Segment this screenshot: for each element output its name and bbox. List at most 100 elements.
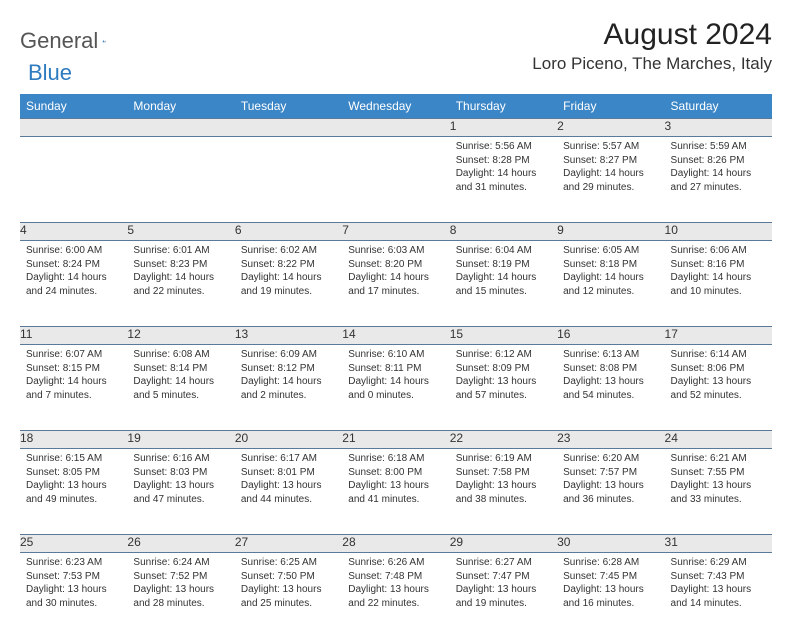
day-cell: Sunrise: 5:59 AMSunset: 8:26 PMDaylight:… <box>665 137 772 223</box>
day-number: 20 <box>235 431 342 449</box>
daylight-text: Daylight: 13 hours and 28 minutes. <box>133 583 228 610</box>
sunset-text: Sunset: 8:27 PM <box>563 154 658 168</box>
day-cell <box>235 137 342 223</box>
day-cell: Sunrise: 6:17 AMSunset: 8:01 PMDaylight:… <box>235 449 342 535</box>
day-cell: Sunrise: 6:27 AMSunset: 7:47 PMDaylight:… <box>450 553 557 639</box>
day-cell: Sunrise: 6:10 AMSunset: 8:11 PMDaylight:… <box>342 345 449 431</box>
day-cell: Sunrise: 6:07 AMSunset: 8:15 PMDaylight:… <box>20 345 127 431</box>
day-cell: Sunrise: 6:25 AMSunset: 7:50 PMDaylight:… <box>235 553 342 639</box>
sunset-text: Sunset: 8:22 PM <box>241 258 336 272</box>
sunset-text: Sunset: 7:57 PM <box>563 466 658 480</box>
daylight-text: Daylight: 14 hours and 10 minutes. <box>671 271 766 298</box>
day-cell: Sunrise: 6:01 AMSunset: 8:23 PMDaylight:… <box>127 241 234 327</box>
daylight-text: Daylight: 14 hours and 22 minutes. <box>133 271 228 298</box>
daylight-text: Daylight: 14 hours and 24 minutes. <box>26 271 121 298</box>
daylight-text: Daylight: 14 hours and 2 minutes. <box>241 375 336 402</box>
day-cell <box>342 137 449 223</box>
day-number: 14 <box>342 327 449 345</box>
daylight-text: Daylight: 13 hours and 16 minutes. <box>563 583 658 610</box>
sunset-text: Sunset: 8:11 PM <box>348 362 443 376</box>
sunset-text: Sunset: 7:47 PM <box>456 570 551 584</box>
day-number: 21 <box>342 431 449 449</box>
day-cell: Sunrise: 6:28 AMSunset: 7:45 PMDaylight:… <box>557 553 664 639</box>
sunset-text: Sunset: 8:09 PM <box>456 362 551 376</box>
sunset-text: Sunset: 7:58 PM <box>456 466 551 480</box>
daylight-text: Daylight: 13 hours and 41 minutes. <box>348 479 443 506</box>
day-number: 27 <box>235 535 342 553</box>
day-content-row: Sunrise: 6:07 AMSunset: 8:15 PMDaylight:… <box>20 345 772 431</box>
daylight-text: Daylight: 14 hours and 7 minutes. <box>26 375 121 402</box>
day-cell: Sunrise: 6:09 AMSunset: 8:12 PMDaylight:… <box>235 345 342 431</box>
day-cell: Sunrise: 6:12 AMSunset: 8:09 PMDaylight:… <box>450 345 557 431</box>
sunset-text: Sunset: 8:23 PM <box>133 258 228 272</box>
sunrise-text: Sunrise: 5:56 AM <box>456 140 551 154</box>
daylight-text: Daylight: 13 hours and 25 minutes. <box>241 583 336 610</box>
day-number: 2 <box>557 119 664 137</box>
calendar-header-row: SundayMondayTuesdayWednesdayThursdayFrid… <box>20 94 772 119</box>
day-number <box>127 119 234 137</box>
sunrise-text: Sunrise: 6:13 AM <box>563 348 658 362</box>
sunrise-text: Sunrise: 6:03 AM <box>348 244 443 258</box>
daylight-text: Daylight: 13 hours and 19 minutes. <box>456 583 551 610</box>
sunset-text: Sunset: 7:55 PM <box>671 466 766 480</box>
day-number: 9 <box>557 223 664 241</box>
sunrise-text: Sunrise: 6:28 AM <box>563 556 658 570</box>
day-number: 31 <box>665 535 772 553</box>
daylight-text: Daylight: 13 hours and 30 minutes. <box>26 583 121 610</box>
daylight-text: Daylight: 14 hours and 29 minutes. <box>563 167 658 194</box>
day-number: 13 <box>235 327 342 345</box>
day-number-row: 11121314151617 <box>20 327 772 345</box>
sunset-text: Sunset: 7:48 PM <box>348 570 443 584</box>
day-number: 28 <box>342 535 449 553</box>
day-cell: Sunrise: 6:14 AMSunset: 8:06 PMDaylight:… <box>665 345 772 431</box>
day-number: 29 <box>450 535 557 553</box>
sunset-text: Sunset: 7:43 PM <box>671 570 766 584</box>
daylight-text: Daylight: 14 hours and 31 minutes. <box>456 167 551 194</box>
sunrise-text: Sunrise: 6:20 AM <box>563 452 658 466</box>
day-content-row: Sunrise: 6:00 AMSunset: 8:24 PMDaylight:… <box>20 241 772 327</box>
day-number: 5 <box>127 223 234 241</box>
day-content-row: Sunrise: 6:15 AMSunset: 8:05 PMDaylight:… <box>20 449 772 535</box>
daylight-text: Daylight: 14 hours and 17 minutes. <box>348 271 443 298</box>
sunset-text: Sunset: 8:00 PM <box>348 466 443 480</box>
sunrise-text: Sunrise: 6:01 AM <box>133 244 228 258</box>
day-cell: Sunrise: 6:23 AMSunset: 7:53 PMDaylight:… <box>20 553 127 639</box>
sunset-text: Sunset: 8:16 PM <box>671 258 766 272</box>
day-number: 24 <box>665 431 772 449</box>
weekday-header: Monday <box>127 94 234 119</box>
daylight-text: Daylight: 14 hours and 0 minutes. <box>348 375 443 402</box>
daylight-text: Daylight: 13 hours and 36 minutes. <box>563 479 658 506</box>
sunrise-text: Sunrise: 6:24 AM <box>133 556 228 570</box>
sunset-text: Sunset: 8:12 PM <box>241 362 336 376</box>
sunrise-text: Sunrise: 5:59 AM <box>671 140 766 154</box>
daylight-text: Daylight: 14 hours and 27 minutes. <box>671 167 766 194</box>
day-number: 7 <box>342 223 449 241</box>
day-number: 10 <box>665 223 772 241</box>
day-number: 12 <box>127 327 234 345</box>
brand-name-blue: Blue <box>28 60 72 85</box>
day-number: 11 <box>20 327 127 345</box>
daylight-text: Daylight: 13 hours and 44 minutes. <box>241 479 336 506</box>
sunrise-text: Sunrise: 6:14 AM <box>671 348 766 362</box>
day-content-row: Sunrise: 5:56 AMSunset: 8:28 PMDaylight:… <box>20 137 772 223</box>
day-cell: Sunrise: 6:04 AMSunset: 8:19 PMDaylight:… <box>450 241 557 327</box>
sunrise-text: Sunrise: 6:09 AM <box>241 348 336 362</box>
day-number: 25 <box>20 535 127 553</box>
sunset-text: Sunset: 8:06 PM <box>671 362 766 376</box>
sunset-text: Sunset: 8:19 PM <box>456 258 551 272</box>
sunset-text: Sunset: 8:20 PM <box>348 258 443 272</box>
sunset-text: Sunset: 7:50 PM <box>241 570 336 584</box>
calendar-table: SundayMondayTuesdayWednesdayThursdayFrid… <box>20 94 772 639</box>
sunset-text: Sunset: 8:05 PM <box>26 466 121 480</box>
sail-icon <box>102 32 106 50</box>
day-number-row: 123 <box>20 119 772 137</box>
day-number: 8 <box>450 223 557 241</box>
daylight-text: Daylight: 13 hours and 49 minutes. <box>26 479 121 506</box>
sunrise-text: Sunrise: 6:15 AM <box>26 452 121 466</box>
weekday-header: Sunday <box>20 94 127 119</box>
daylight-text: Daylight: 13 hours and 54 minutes. <box>563 375 658 402</box>
day-cell: Sunrise: 6:03 AMSunset: 8:20 PMDaylight:… <box>342 241 449 327</box>
day-number: 23 <box>557 431 664 449</box>
day-number <box>342 119 449 137</box>
sunset-text: Sunset: 7:52 PM <box>133 570 228 584</box>
